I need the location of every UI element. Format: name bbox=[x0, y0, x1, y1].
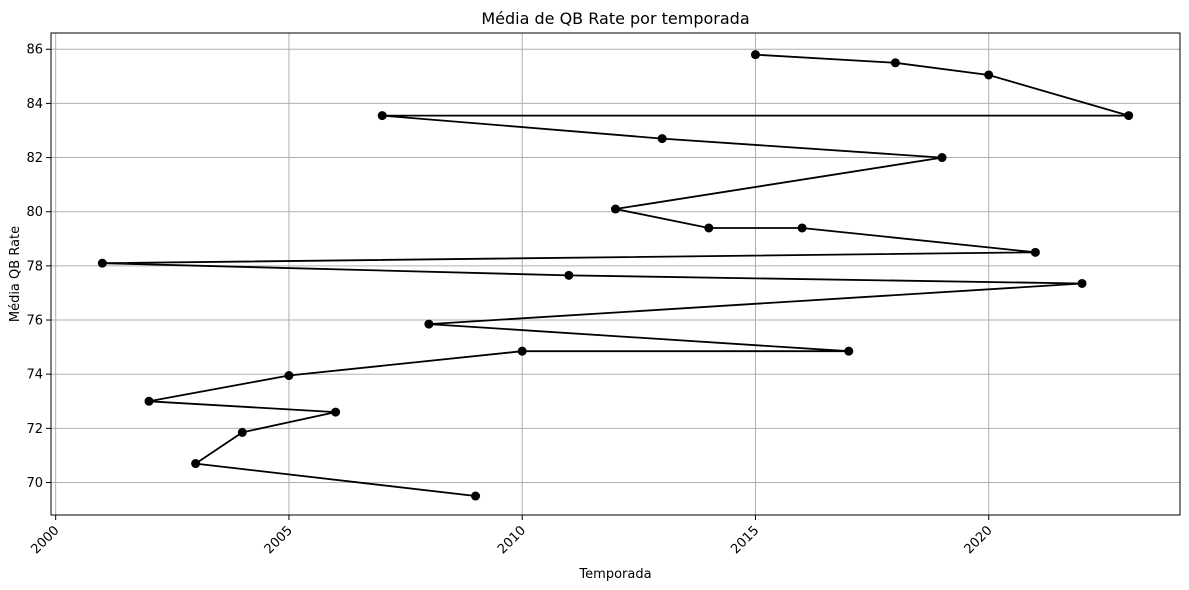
grid bbox=[51, 33, 1180, 515]
y-tick-label: 84 bbox=[26, 97, 43, 112]
y-tick-label: 82 bbox=[26, 151, 43, 166]
x-axis-label: Temporada bbox=[578, 567, 651, 582]
plot-frame bbox=[50, 32, 1181, 516]
data-point bbox=[890, 58, 900, 68]
data-point bbox=[331, 407, 341, 417]
data-point bbox=[564, 270, 574, 280]
y-tick-label: 70 bbox=[26, 476, 43, 491]
y-tick-label: 72 bbox=[26, 422, 43, 437]
y-tick-label: 78 bbox=[26, 259, 43, 274]
data-point bbox=[611, 204, 620, 214]
series-group bbox=[97, 50, 1134, 501]
y-tick-label: 76 bbox=[26, 314, 43, 329]
data-point bbox=[1077, 278, 1087, 288]
data-point bbox=[750, 50, 760, 60]
data-point bbox=[844, 346, 854, 356]
data-point bbox=[797, 223, 807, 233]
data-point bbox=[377, 111, 387, 121]
y-axis-label: Média QB Rate bbox=[8, 226, 23, 322]
y-tick-label: 80 bbox=[26, 205, 43, 220]
data-point bbox=[1030, 247, 1040, 257]
data-point bbox=[984, 70, 994, 80]
data-point bbox=[704, 223, 714, 233]
y-tick-label: 74 bbox=[26, 368, 43, 383]
y-tick-label: 86 bbox=[26, 43, 43, 58]
data-point bbox=[237, 427, 247, 437]
chart-title: Média de QB Rate por temporada bbox=[481, 9, 749, 28]
data-point bbox=[517, 346, 527, 356]
data-point bbox=[144, 396, 154, 406]
y-axis-ticks: 70 72 74 76 78 80 82 84 86 bbox=[26, 43, 51, 491]
data-point bbox=[424, 319, 434, 329]
data-point bbox=[937, 153, 947, 163]
data-point bbox=[1124, 111, 1134, 121]
data-point bbox=[191, 459, 201, 469]
data-point bbox=[657, 134, 667, 144]
data-point bbox=[471, 491, 481, 501]
data-point bbox=[284, 371, 294, 381]
data-point bbox=[97, 258, 107, 268]
